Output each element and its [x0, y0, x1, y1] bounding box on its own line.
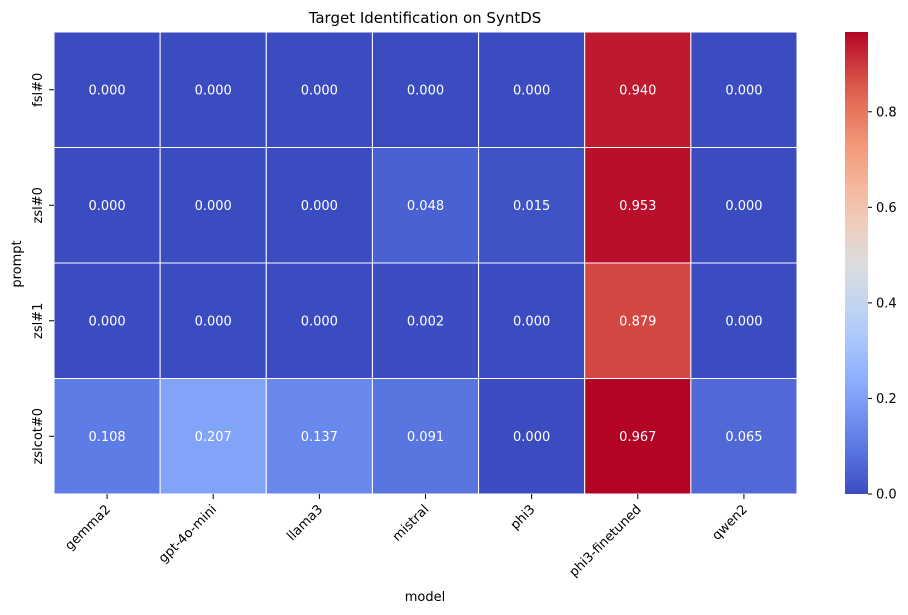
y-tick-label: fsl#0 — [31, 73, 46, 107]
cell-value-label: 0.000 — [88, 83, 125, 98]
heatmap-cell — [53, 378, 161, 495]
heatmap-cell — [584, 147, 692, 264]
cell-value-label: 0.065 — [725, 430, 762, 445]
heatmap-cell — [371, 378, 480, 495]
heatmap-cell — [371, 262, 480, 379]
heatmap-cell — [371, 31, 480, 148]
cell-value-label: 0.967 — [619, 430, 656, 445]
x-axis: gemma2 gpt-4o-mini llama3 mistral phi3 phi3-f… — [62, 494, 751, 580]
cell-value-label: 0.000 — [301, 314, 338, 329]
x-tick-label: gpt-4o-mini — [156, 502, 220, 566]
x-tick-label: llama3 — [284, 502, 326, 544]
cell-value-label: 0.940 — [619, 83, 656, 98]
heatmap-cell — [265, 262, 373, 379]
heatmap-cell — [690, 378, 798, 495]
colorbar-gradient — [845, 32, 868, 494]
cell-value-label: 0.137 — [301, 430, 338, 445]
cell-value-label: 0.000 — [725, 314, 762, 329]
heatmap-cell — [478, 147, 586, 264]
heatmap-cell — [53, 147, 161, 264]
chart-title: Target Identification on SyntDS — [308, 9, 542, 27]
cell-value-label: 0.000 — [725, 83, 762, 98]
heatmap-cell — [265, 31, 373, 148]
cell-value-label: 0.000 — [195, 199, 232, 214]
y-tick-label: zsl#0 — [31, 187, 46, 223]
heatmap-cell — [584, 31, 692, 148]
heatmap-cell — [265, 147, 373, 264]
x-axis-label: model — [405, 590, 445, 605]
heatmap-cell — [584, 262, 692, 379]
colorbar-tick-label: 0.2 — [876, 392, 897, 407]
heatmap-cell — [159, 31, 267, 148]
cell-value-label: 0.000 — [301, 199, 338, 214]
cell-value-label: 0.207 — [195, 430, 232, 445]
heatmap-cell — [690, 147, 798, 264]
cell-value-label: 0.000 — [88, 199, 125, 214]
x-tick-label: qwen2 — [709, 502, 750, 543]
y-axis: fsl#0 zsl#0 zsl#1 zslcot#0 — [31, 73, 54, 465]
heatmap-cell — [159, 262, 267, 379]
heatmap-cells — [53, 31, 798, 495]
cell-value-label: 0.000 — [407, 83, 444, 98]
cell-value-label: 0.002 — [407, 314, 444, 329]
cell-value-label: 0.000 — [725, 199, 762, 214]
cell-value-label: 0.000 — [513, 314, 550, 329]
heatmap-cell — [53, 262, 161, 379]
heatmap-cell — [478, 31, 586, 148]
cell-value-label: 0.091 — [407, 430, 444, 445]
y-tick-label: zsl#1 — [31, 303, 46, 339]
cell-value-label: 0.879 — [619, 314, 656, 329]
x-tick-label: mistral — [390, 502, 432, 544]
colorbar-tick-label: 0.0 — [876, 488, 897, 503]
colorbar-tick-label: 0.4 — [876, 296, 897, 311]
y-axis-label: prompt — [10, 240, 25, 287]
heatmap-cell — [478, 262, 586, 379]
x-tick-label: phi3 — [508, 502, 539, 533]
heatmap-cell — [584, 378, 692, 495]
cell-value-label: 0.000 — [513, 430, 550, 445]
cell-value-label: 0.108 — [88, 430, 125, 445]
heatmap-cell — [159, 378, 267, 495]
cell-value-label: 0.048 — [407, 199, 444, 214]
cell-value-label: 0.000 — [88, 314, 125, 329]
cell-value-label: 0.015 — [513, 199, 550, 214]
colorbar-tick-label: 0.6 — [876, 201, 897, 216]
heatmap-cell — [53, 31, 161, 148]
y-tick-label: zslcot#0 — [31, 408, 46, 465]
colorbar-tick-label: 0.8 — [876, 105, 897, 120]
cell-value-labels: 0.000 0.000 0.000 0.000 0.000 0.940 0.000 0.000… — [88, 83, 762, 445]
cell-value-label: 0.000 — [301, 83, 338, 98]
cell-value-label: 0.000 — [195, 314, 232, 329]
x-tick-label: phi3-finetuned — [567, 502, 645, 580]
x-tick-label: gemma2 — [62, 502, 113, 553]
colorbar: 0.0 0.2 0.4 0.6 0.8 — [845, 32, 897, 503]
cell-value-label: 0.953 — [619, 199, 656, 214]
heatmap-cell — [690, 262, 798, 379]
cell-value-label: 0.000 — [513, 83, 550, 98]
cell-value-label: 0.000 — [195, 83, 232, 98]
